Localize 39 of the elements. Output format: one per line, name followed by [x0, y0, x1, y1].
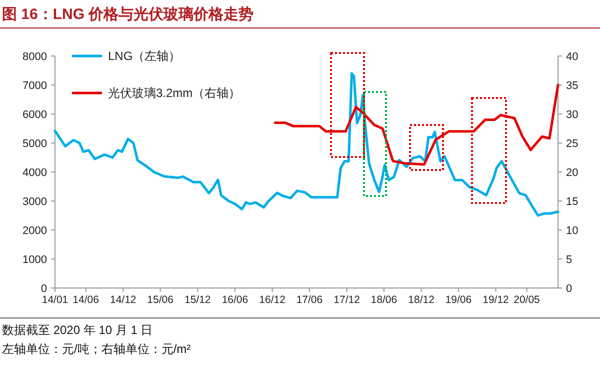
y-tick-label: 0 — [40, 282, 47, 295]
y2-tick-label: 0 — [566, 282, 572, 295]
y2-tick-label: 15 — [566, 196, 578, 208]
x-tick-label: 19/06 — [445, 294, 472, 306]
y2-tick-label: 10 — [566, 224, 578, 237]
line-series — [274, 84, 560, 166]
x-tick-label: 15/06 — [147, 294, 174, 306]
y2-tick-label: 5 — [566, 254, 572, 266]
x-tick-label: 20/05 — [514, 294, 540, 306]
x-tick-label: 14/06 — [72, 294, 100, 306]
y2-tick-label: 30 — [566, 108, 578, 121]
x-tick-label: 16/12 — [259, 294, 286, 306]
y2-tick-label: 40 — [566, 50, 578, 63]
y2-tick-label: 20 — [566, 166, 578, 179]
y-tick-label: 5000 — [22, 138, 47, 150]
y-tick-label: 1000 — [22, 254, 47, 266]
y-tick-label: 4000 — [22, 166, 47, 179]
line-series — [54, 72, 560, 217]
y-tick-label: 8000 — [22, 50, 47, 63]
x-tick-label: 17/06 — [296, 294, 323, 306]
x-tick-label: 19/12 — [482, 294, 510, 306]
chart-title: 图 16：LNG 价格与光伏玻璃价格走势 — [2, 5, 254, 23]
x-tick-label: 14/01 — [42, 294, 68, 306]
x-tick-label: 18/12 — [408, 294, 435, 306]
legend-label: LNG（左轴） — [108, 49, 181, 64]
y-tick-label: 7000 — [22, 80, 47, 92]
y-tick-label: 3000 — [22, 196, 47, 208]
legend-label: 光伏玻璃3.2mm（右轴） — [108, 86, 241, 100]
x-tick-label: 17/12 — [334, 294, 360, 306]
y2-tick-label: 25 — [566, 138, 578, 150]
text: 左轴单位：元/吨；右轴单位：元/m² — [2, 342, 191, 356]
text: 数据截至 2020 年 10 月 1 日 — [2, 323, 153, 337]
y2-tick-label: 35 — [566, 80, 578, 92]
y-tick-label: 2000 — [22, 224, 47, 237]
x-tick-label: 15/12 — [184, 294, 211, 306]
y-tick-label: 6000 — [22, 108, 47, 121]
x-tick-label: 18/06 — [370, 294, 398, 306]
x-tick-label: 14/12 — [110, 294, 136, 306]
x-tick-label: 16/06 — [222, 294, 248, 306]
